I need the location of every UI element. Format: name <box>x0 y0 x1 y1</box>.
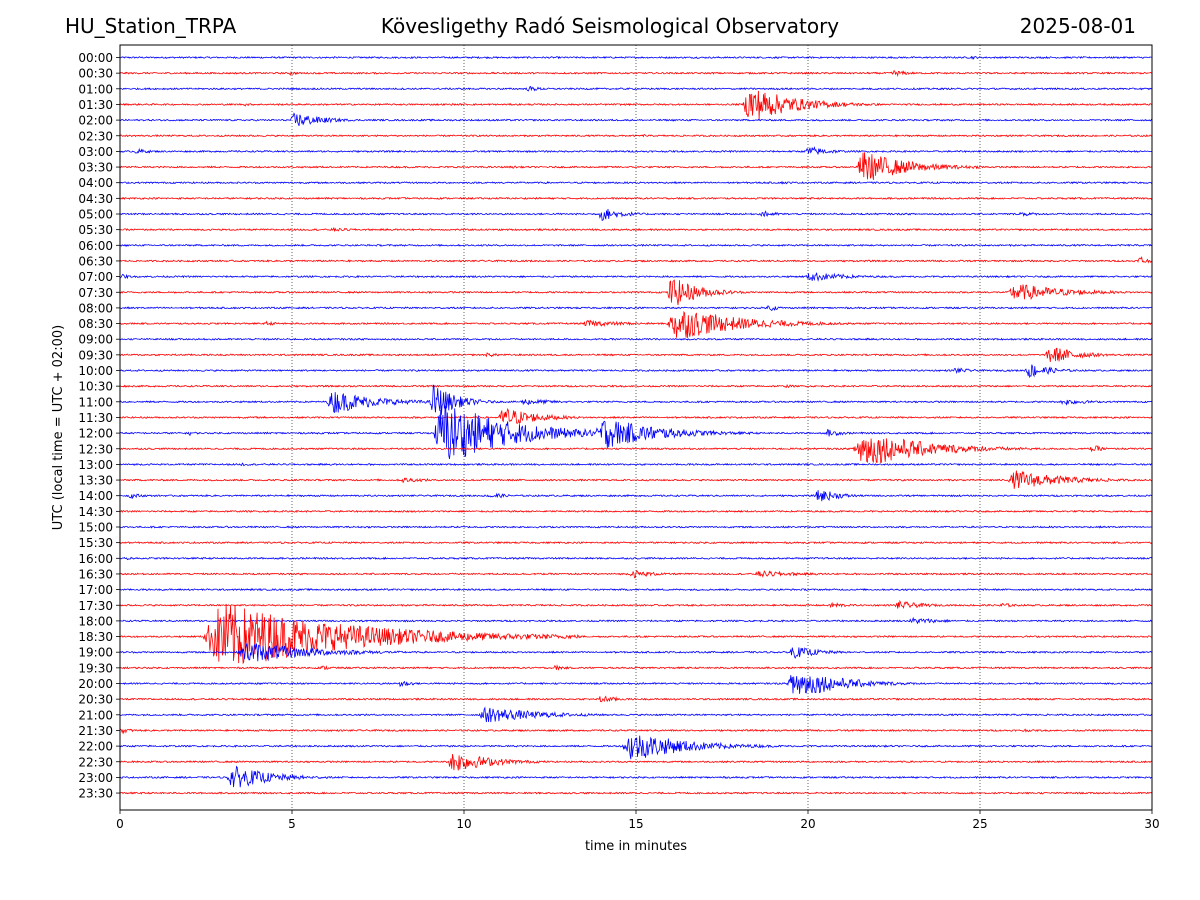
trace-2130 <box>119 728 1153 735</box>
y-tick-label: 05:30 <box>78 223 113 237</box>
date-title: 2025-08-01 <box>1019 14 1136 38</box>
y-tick-label: 05:00 <box>78 208 113 222</box>
trace-0930 <box>119 347 1153 362</box>
y-tick-label: 01:00 <box>78 82 113 96</box>
y-tick-label: 23:00 <box>78 771 113 785</box>
y-tick-label: 15:30 <box>78 536 113 550</box>
y-tick-label: 07:30 <box>78 286 113 300</box>
y-tick-label: 00:30 <box>78 67 113 81</box>
y-tick-label: 14:00 <box>78 489 113 503</box>
trace-1230 <box>119 438 1153 464</box>
trace-0100 <box>119 85 1153 92</box>
y-tick-label: 06:30 <box>78 254 113 268</box>
trace-2300 <box>119 765 1152 788</box>
trace-0130 <box>119 90 1153 120</box>
y-tick-label: 10:00 <box>78 364 113 378</box>
y-tick-label: 14:30 <box>78 505 113 519</box>
trace-1930 <box>119 664 1153 671</box>
y-tick-label: 04:30 <box>78 192 113 206</box>
y-tick-label: 19:00 <box>78 646 113 660</box>
y-tick-label: 08:00 <box>78 301 113 315</box>
y-tick-label: 06:00 <box>78 239 113 253</box>
trace-1300 <box>119 462 1153 467</box>
y-tick-label: 22:00 <box>78 740 113 754</box>
trace-0730 <box>119 279 1153 305</box>
trace-0600 <box>119 243 1153 247</box>
y-tick-label: 21:00 <box>78 708 113 722</box>
y-tick-label: 03:00 <box>78 145 113 159</box>
trace-0030 <box>119 70 1153 78</box>
trace-0800 <box>119 305 1153 312</box>
y-tick-label: 16:30 <box>78 567 113 581</box>
y-tick-label: 01:30 <box>78 98 113 112</box>
trace-0300 <box>119 146 1153 155</box>
y-tick-label: 09:00 <box>78 333 113 347</box>
y-tick-label: 21:30 <box>78 724 113 738</box>
x-tick-label: 15 <box>628 817 643 831</box>
y-tick-label: 02:30 <box>78 129 113 143</box>
y-tick-label: 00:00 <box>78 51 113 65</box>
y-tick-label: 12:30 <box>78 442 113 456</box>
trace-layer <box>119 55 1153 795</box>
grid-layer <box>291 45 981 810</box>
trace-0330 <box>119 152 1153 180</box>
trace-0830 <box>119 310 1153 339</box>
trace-0530 <box>119 226 1153 233</box>
x-tick-label: 5 <box>288 817 296 831</box>
station-title: HU_Station_TRPA <box>65 14 237 38</box>
y-tick-label: 08:30 <box>78 317 113 331</box>
trace-0200 <box>119 112 1153 127</box>
x-axis-label: time in minutes <box>585 839 687 854</box>
y-tick-label: 09:30 <box>78 348 113 362</box>
y-axis-label: UTC (local time = UTC + 02:00) <box>51 325 66 530</box>
trace-1500 <box>119 525 1152 529</box>
y-tick-label: 16:00 <box>78 552 113 566</box>
y-tick-label: 11:00 <box>78 395 113 409</box>
x-tick-label: 30 <box>1144 817 1159 831</box>
y-tick-label: 20:00 <box>78 677 113 691</box>
trace-1000 <box>119 364 1153 379</box>
y-tick-label: 17:00 <box>78 583 113 597</box>
y-tick-label: 07:00 <box>78 270 113 284</box>
y-tick-label: 17:30 <box>78 599 113 613</box>
y-tick-label: 02:00 <box>78 114 113 128</box>
trace-1730 <box>119 599 1153 610</box>
trace-1030 <box>119 383 1153 389</box>
y-tick-label: 04:00 <box>78 176 113 190</box>
y-tick-label: 19:30 <box>78 661 113 675</box>
y-tick-label: 12:00 <box>78 427 113 441</box>
x-tick-label: 10 <box>456 817 471 831</box>
y-tick-label: 18:00 <box>78 614 113 628</box>
trace-2200 <box>119 735 1153 760</box>
y-tick-label: 20:30 <box>78 693 113 707</box>
x-tick-label: 0 <box>116 817 124 831</box>
x-tick-label: 20 <box>800 817 815 831</box>
y-tick-label: 15:00 <box>78 521 113 535</box>
y-tick-label: 11:30 <box>78 411 113 425</box>
trace-1700 <box>119 587 1153 592</box>
y-tick-label: 13:00 <box>78 458 113 472</box>
observatory-title: Kövesligethy Radó Seismological Observat… <box>380 14 840 38</box>
y-tick-label: 22:30 <box>78 755 113 769</box>
y-tick-label: 18:30 <box>78 630 113 644</box>
y-tick-label: 03:30 <box>78 161 113 175</box>
y-tick-label: 23:30 <box>78 787 113 801</box>
y-tick-label: 10:30 <box>78 380 113 394</box>
x-tick-label: 25 <box>972 817 987 831</box>
x-tick-layer: 0 5 10 15 20 25 30 <box>116 810 1160 831</box>
y-tick-label: 13:30 <box>78 474 113 488</box>
